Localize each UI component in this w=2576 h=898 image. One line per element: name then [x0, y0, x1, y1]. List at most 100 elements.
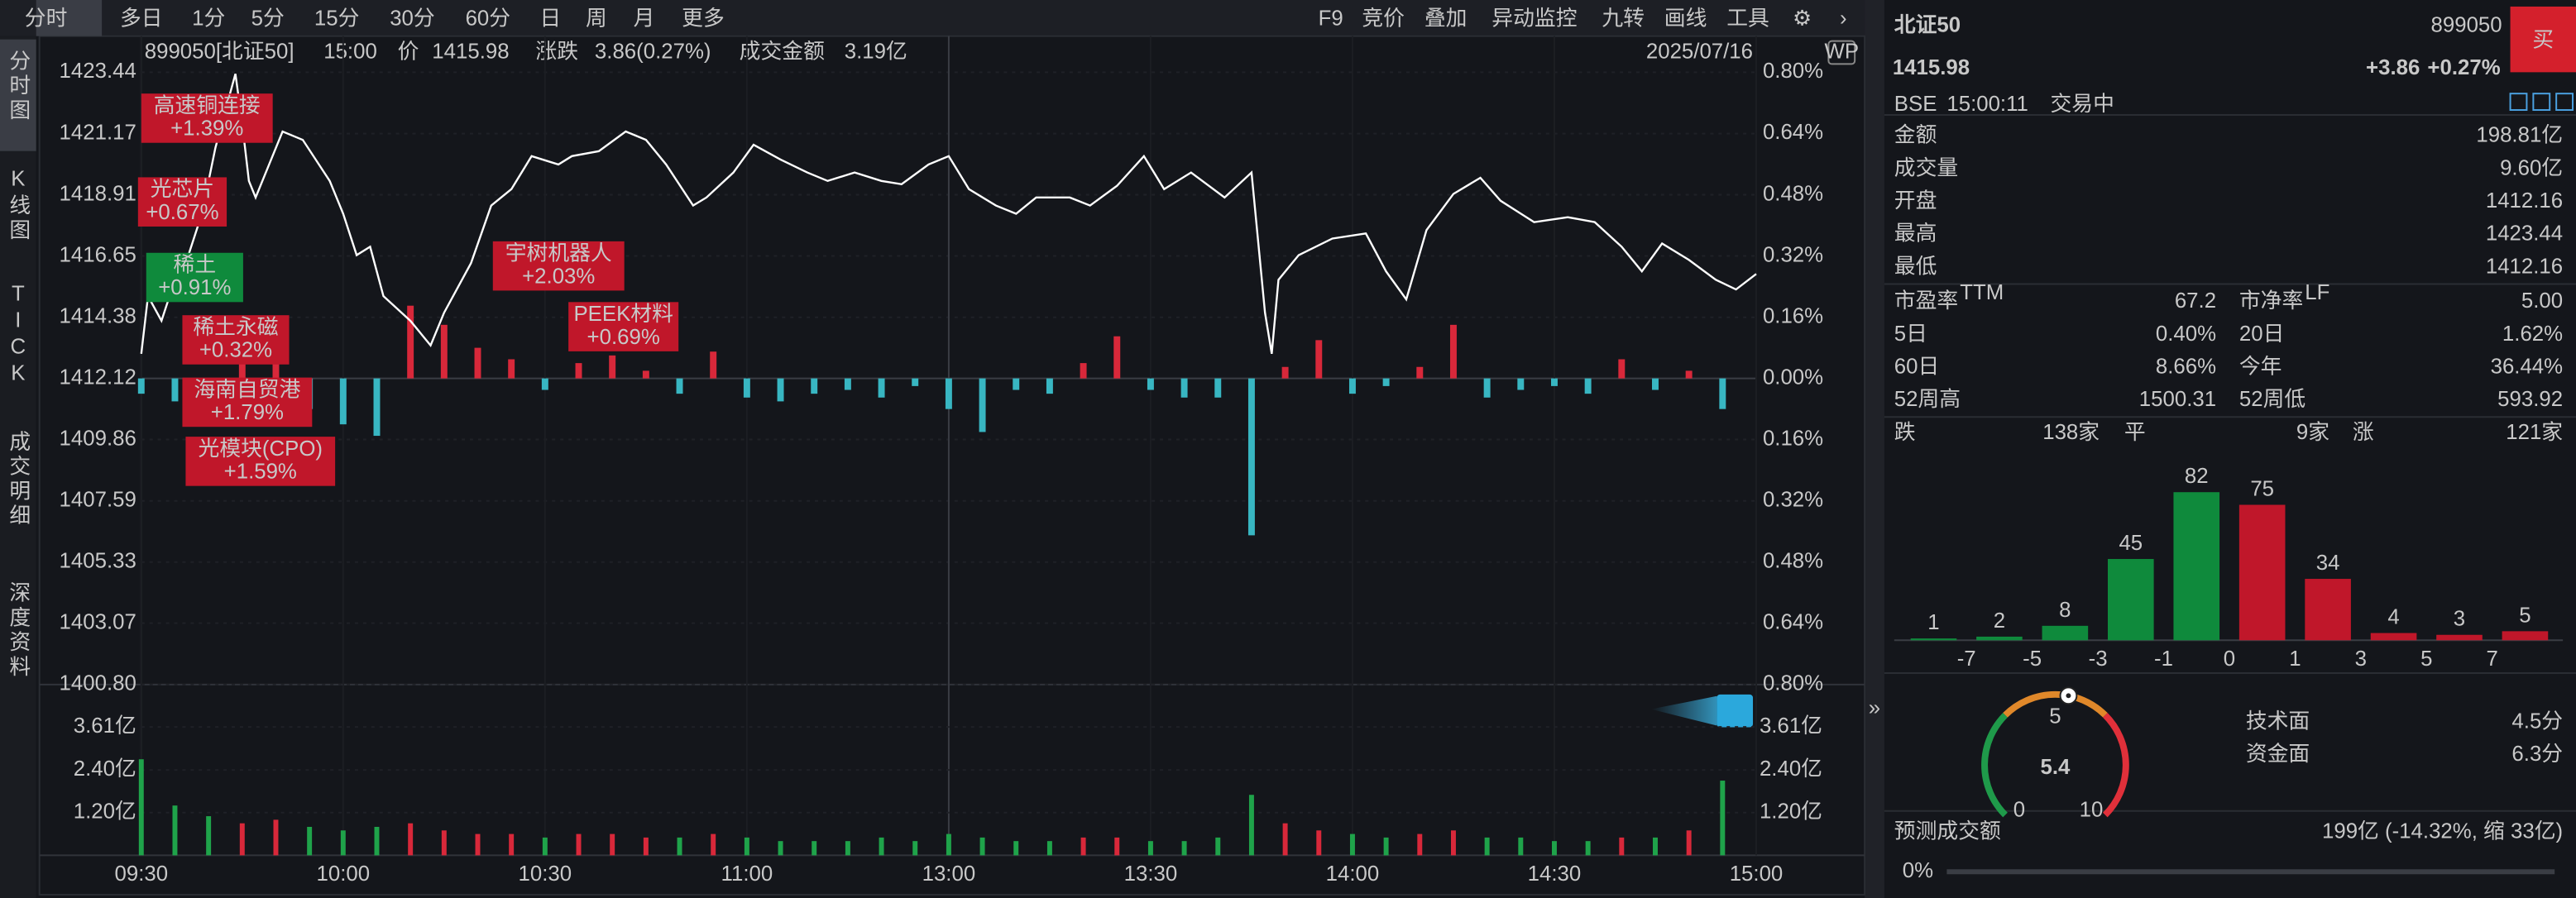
- annotation-change: +0.32%: [199, 339, 272, 362]
- x-tick-label: 15:00: [1730, 862, 1784, 886]
- stat-label: 最高: [1894, 222, 1937, 246]
- tool[interactable]: 竞价: [1362, 7, 1405, 31]
- stat-value: 0.40%: [2156, 322, 2216, 346]
- stat-value: 1412.16: [2486, 255, 2563, 278]
- gauge-item-value: 4.5分: [2511, 709, 2563, 733]
- side-tab[interactable]: 深度资料: [7, 581, 31, 680]
- y-tick-label: 1414.38: [60, 305, 136, 328]
- tab[interactable]: 15分: [314, 7, 360, 31]
- annotation-box[interactable]: [182, 377, 313, 428]
- annotation-box[interactable]: [568, 302, 679, 351]
- annotation-name: 光芯片: [151, 177, 214, 201]
- quote-time: 15:00:11: [1946, 93, 2028, 116]
- tab[interactable]: 60分: [466, 7, 511, 31]
- tab[interactable]: 日: [539, 7, 561, 31]
- volume-bar: [1551, 841, 1557, 856]
- breadth-bar: [1584, 378, 1592, 394]
- tab[interactable]: 30分: [390, 7, 435, 31]
- splitter[interactable]: [1865, 0, 1884, 898]
- volume-bar: [643, 837, 649, 856]
- histogram-bar: [1976, 636, 2023, 641]
- tool[interactable]: 工具: [1726, 7, 1769, 31]
- tab[interactable]: 5分: [251, 7, 285, 31]
- right-panel: [1884, 6, 2576, 875]
- histogram-value-label: 82: [2185, 465, 2209, 488]
- collapse-icon[interactable]: »: [1869, 696, 1880, 719]
- volume-bar: [307, 826, 313, 856]
- side-tab[interactable]: K线图: [7, 168, 30, 244]
- tab[interactable]: 分时: [25, 7, 68, 31]
- info-amount-label: 成交金额: [740, 39, 825, 63]
- breadth-bar: [1214, 378, 1222, 398]
- side-tab[interactable]: 成交明细: [7, 430, 31, 528]
- gauge-tick-label: 5: [2049, 705, 2061, 728]
- histogram-bar: [1910, 638, 1957, 641]
- histogram-bar: [2436, 634, 2483, 641]
- tab[interactable]: 1分: [192, 7, 225, 31]
- tab[interactable]: 多日: [120, 7, 163, 31]
- gauge-value: 5.4: [2041, 756, 2071, 779]
- annotation-box[interactable]: [182, 315, 290, 365]
- info-change-label: 涨跌: [535, 39, 578, 63]
- bin-label: -1: [2154, 647, 2173, 671]
- tab[interactable]: 更多: [682, 7, 725, 31]
- buy-label[interactable]: 买: [2532, 28, 2554, 51]
- float-button[interactable]: [1717, 694, 1754, 728]
- tool[interactable]: 异动监控: [1491, 7, 1577, 31]
- volume-bar: [1383, 837, 1389, 856]
- side-tab[interactable]: TICK: [7, 282, 30, 388]
- wp-icon-text[interactable]: WP: [1824, 40, 1859, 63]
- annotation-change: +0.67%: [146, 201, 218, 224]
- tool[interactable]: 叠加: [1424, 7, 1468, 31]
- breadth-bar: [878, 378, 885, 398]
- gauge-item-name: 技术面: [2246, 709, 2310, 733]
- volume-bar: [1013, 841, 1019, 856]
- breadth-bar: [474, 347, 481, 379]
- volume-tick-label: 3.61亿: [74, 714, 136, 738]
- annotation-name: PEEK材料: [573, 302, 673, 326]
- side-tab[interactable]: 分时图: [7, 50, 30, 123]
- buy-button[interactable]: [2510, 6, 2576, 73]
- tab[interactable]: 月: [634, 7, 655, 31]
- breadth-bar: [642, 370, 649, 379]
- tool[interactable]: F9: [1319, 7, 1343, 31]
- volume-tick-label: 2.40亿: [74, 757, 136, 781]
- tab[interactable]: 周: [586, 7, 607, 31]
- annotation-box[interactable]: [185, 437, 336, 486]
- tool[interactable]: 画线: [1664, 7, 1707, 31]
- settings-icon[interactable]: ⚙: [1793, 7, 1812, 31]
- x-tick-label: 10:30: [519, 862, 572, 886]
- bin-label: -5: [2023, 647, 2042, 671]
- breadth-bar: [373, 378, 381, 437]
- annotation-box[interactable]: [141, 93, 273, 143]
- volume-bar: [1282, 823, 1288, 856]
- info-price: 1415.98: [432, 40, 509, 63]
- stat-label-sup: LF: [2305, 281, 2329, 304]
- stat-value: 9.60亿: [2500, 155, 2563, 179]
- expand-icon[interactable]: ›: [1840, 7, 1847, 31]
- volume-bar: [946, 834, 951, 856]
- breadth-bar: [407, 305, 414, 379]
- panel-icon[interactable]: [2555, 93, 2574, 112]
- x-tick-label: 13:30: [1124, 862, 1178, 886]
- histogram-value-label: 5: [2519, 604, 2531, 627]
- panel-icon[interactable]: [2509, 93, 2528, 112]
- annotation-box[interactable]: [137, 177, 227, 227]
- gauge-arc: [1981, 713, 2008, 818]
- panel-icon[interactable]: [2532, 93, 2551, 112]
- wp-icon[interactable]: [1827, 40, 1856, 65]
- annotation-box[interactable]: [146, 252, 243, 303]
- annotation-box[interactable]: [492, 241, 625, 291]
- annotation-change: +2.03%: [522, 265, 595, 288]
- histogram-value-label: 2: [1994, 609, 2005, 633]
- stat-label: 市盈率: [1894, 289, 1958, 313]
- annotation-change: +0.91%: [158, 276, 231, 299]
- y2-tick-label: 0.48%: [1763, 182, 1823, 205]
- breadth-bar: [1551, 378, 1558, 386]
- volume-tick-label-right: 3.61亿: [1760, 714, 1822, 738]
- x-tick-label: 14:30: [1528, 862, 1582, 886]
- histogram-bar: [2238, 504, 2286, 641]
- tool[interactable]: 九转: [1602, 7, 1645, 31]
